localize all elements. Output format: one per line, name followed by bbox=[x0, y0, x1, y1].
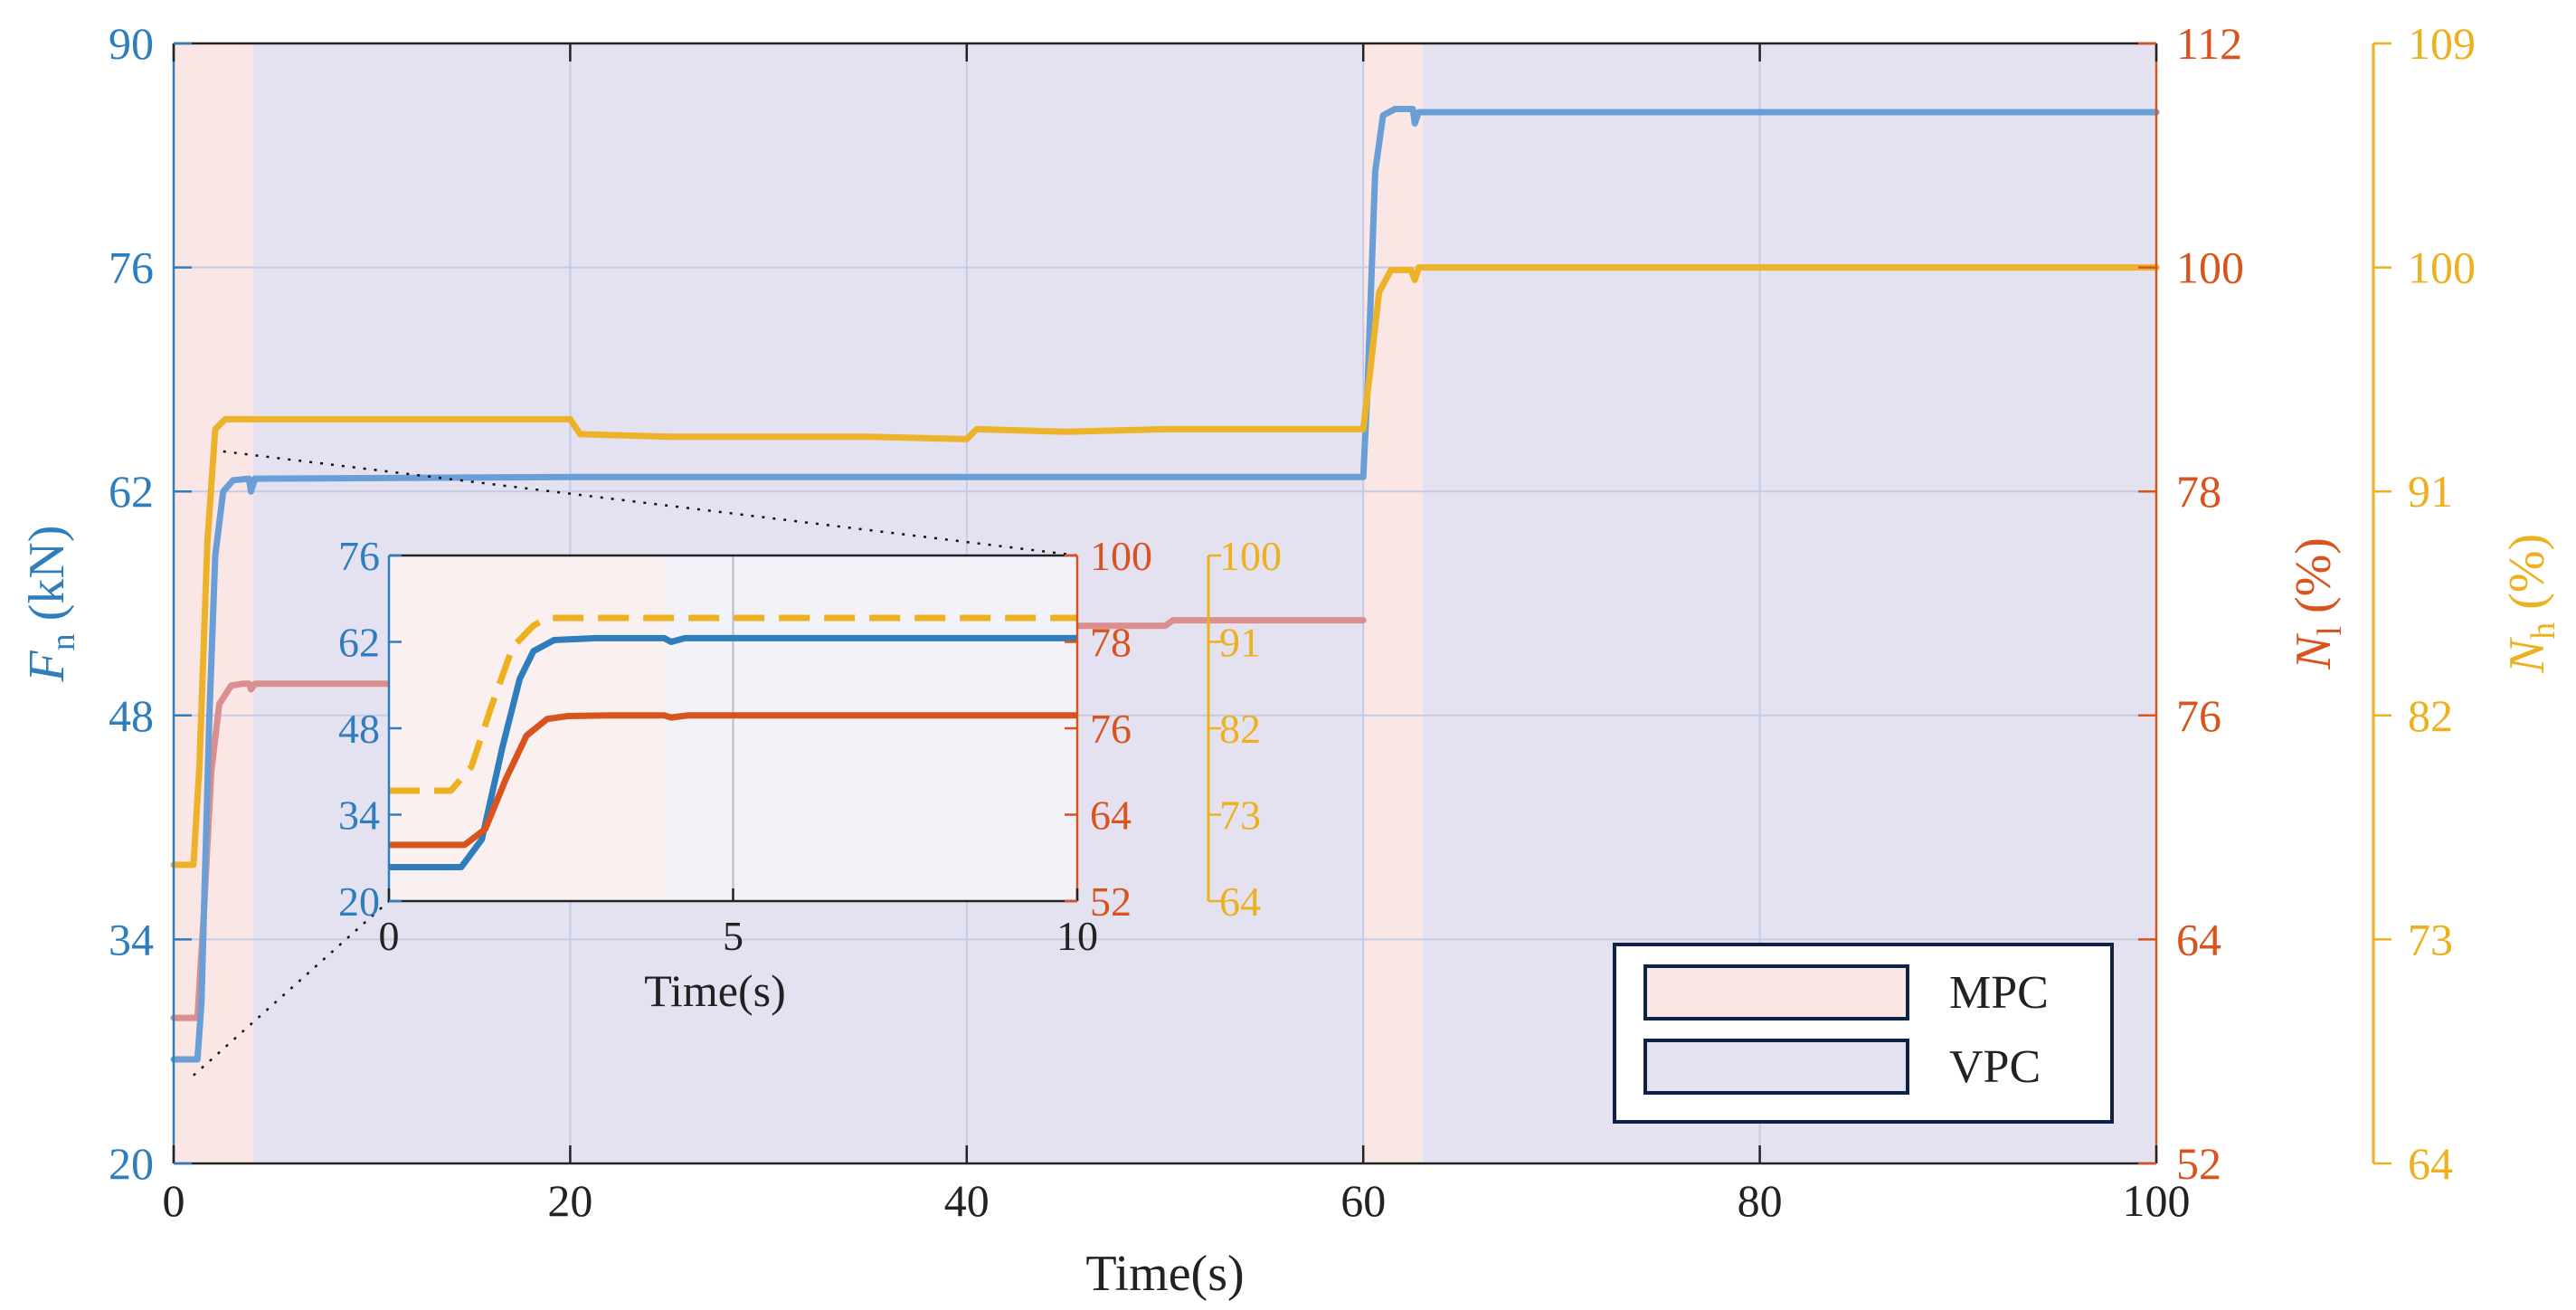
legend-label-mpc: MPC bbox=[1949, 967, 2049, 1019]
x-axis-title: Time(s) bbox=[1085, 1246, 1244, 1302]
inset-n1-tick-label: 52 bbox=[1090, 878, 1132, 925]
fn-tick-label: 76 bbox=[109, 242, 154, 293]
inset-nh-tick-label: 64 bbox=[1219, 878, 1261, 925]
nh-tick-label: 109 bbox=[2408, 18, 2476, 69]
inset-fn-tick-label: 76 bbox=[338, 533, 380, 579]
inset-series-line-nh bbox=[389, 614, 1077, 794]
nh-tick-label: 73 bbox=[2408, 914, 2453, 964]
fn-tick-label: 48 bbox=[109, 690, 154, 741]
nh-title-main: N bbox=[2499, 637, 2555, 674]
zoom-connector-top bbox=[223, 450, 1078, 557]
inset-n1-tick-label: 78 bbox=[1090, 620, 1132, 666]
inset-region-vpc-1 bbox=[664, 555, 1077, 901]
inset-x-tick-label: 10 bbox=[1056, 913, 1098, 959]
inset-n1-tick-label: 100 bbox=[1090, 533, 1152, 579]
inset-n1-tick-label: 64 bbox=[1090, 793, 1132, 839]
fn-title-sub: n bbox=[44, 633, 82, 650]
inset-n1-tick-label: 76 bbox=[1090, 706, 1132, 752]
nh-tick-label: 64 bbox=[2408, 1138, 2453, 1189]
n1-tick-label: 52 bbox=[2176, 1138, 2221, 1189]
n1-title-unit: (%) bbox=[2286, 537, 2342, 626]
inset-x-tick-label: 0 bbox=[379, 913, 400, 959]
nh-title-unit: (%) bbox=[2499, 534, 2555, 622]
x-tick-label: 80 bbox=[1738, 1175, 1783, 1226]
x-tick-label: 40 bbox=[944, 1175, 990, 1226]
n1-title-sub: l bbox=[2311, 626, 2349, 636]
series-line-fn bbox=[170, 106, 2160, 1063]
n1-tick-label: 76 bbox=[2176, 690, 2221, 741]
series-line-nh bbox=[170, 264, 2160, 869]
nh-axis-title: Nh (%) bbox=[2499, 534, 2562, 674]
n1-axis-title: Nl (%) bbox=[2286, 537, 2349, 670]
n1-title-main: N bbox=[2286, 633, 2342, 670]
inset-fn-tick-label: 34 bbox=[338, 793, 380, 839]
fn-title-unit: (kN) bbox=[19, 526, 75, 634]
inset-plot: 0 5 10 20 34 48 62 76 52 64 76 78 100 64 73 82 91 100 Time… bbox=[193, 450, 1282, 1077]
nh-tick-label: 100 bbox=[2408, 242, 2476, 293]
fn-title-main: F bbox=[19, 650, 75, 682]
inset-series-line-fn bbox=[389, 634, 1077, 870]
inset-fn-tick-label: 62 bbox=[338, 620, 380, 666]
n1-tick-label: 78 bbox=[2176, 466, 2221, 517]
legend: MPC VPC bbox=[1613, 943, 2114, 1124]
n1-tick-label: 112 bbox=[2176, 18, 2242, 69]
x-tick-label: 100 bbox=[2123, 1175, 2191, 1226]
inset-fn-tick-label: 48 bbox=[338, 706, 380, 752]
inset-nh-tick-label: 100 bbox=[1219, 533, 1282, 579]
fn-tick-label: 20 bbox=[109, 1138, 154, 1189]
inset-x-axis-title: Time(s) bbox=[644, 965, 786, 1016]
nh-tick-label: 91 bbox=[2408, 466, 2453, 517]
inset-fn-tick-label: 20 bbox=[338, 878, 380, 925]
nh-title-sub: h bbox=[2524, 622, 2562, 640]
legend-swatch-mpc bbox=[1643, 964, 1909, 1020]
inset-nh-tick-label: 82 bbox=[1219, 706, 1261, 752]
x-tick-label: 60 bbox=[1340, 1175, 1386, 1226]
inset-region-mpc-0 bbox=[389, 555, 665, 901]
n1-tick-label: 100 bbox=[2176, 242, 2244, 293]
legend-swatch-vpc bbox=[1643, 1039, 1909, 1095]
nh-tick-label: 82 bbox=[2408, 690, 2453, 741]
legend-label-vpc: VPC bbox=[1949, 1041, 2041, 1093]
x-tick-label: 0 bbox=[163, 1175, 185, 1226]
inset-x-tick-label: 5 bbox=[723, 913, 743, 959]
fn-tick-label: 90 bbox=[109, 18, 154, 69]
inset-nh-tick-label: 73 bbox=[1219, 793, 1261, 839]
n1-tick-label: 64 bbox=[2176, 914, 2221, 964]
zoom-connector-bottom bbox=[193, 900, 390, 1077]
fn-tick-label: 62 bbox=[109, 466, 154, 517]
inset-series-line-n1 bbox=[389, 712, 1077, 849]
x-tick-label: 20 bbox=[547, 1175, 592, 1226]
fn-tick-label: 34 bbox=[109, 914, 154, 964]
fn-axis-title: Fn (kN) bbox=[19, 526, 82, 683]
inset-nh-tick-label: 91 bbox=[1219, 620, 1261, 666]
